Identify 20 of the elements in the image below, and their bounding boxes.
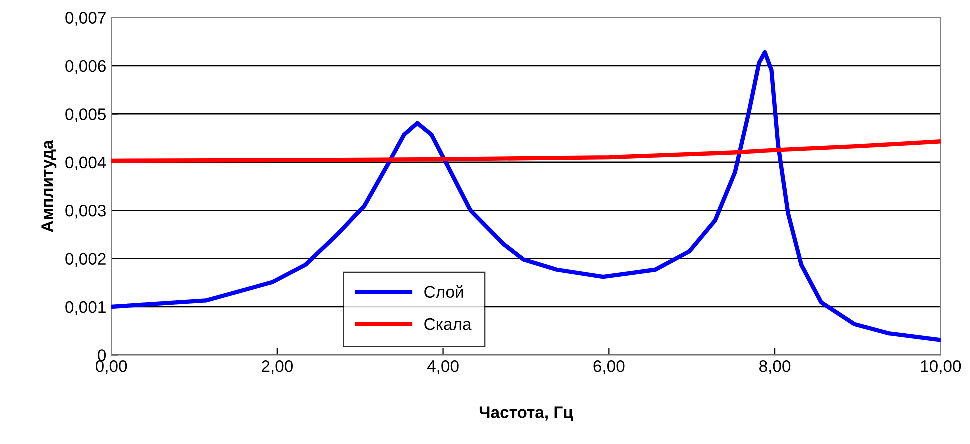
- legend-label: Скала: [424, 318, 472, 330]
- y-tick-label: 0,005: [66, 108, 106, 122]
- y-tick-label: 0,004: [66, 156, 106, 171]
- y-tick-label: 0,003: [66, 204, 106, 219]
- y-tick-label: 0: [98, 350, 106, 362]
- y-tick-label: 0,001: [66, 301, 106, 316]
- y-tick-label: 0,006: [66, 60, 106, 74]
- x-tick-label: 8,00: [760, 360, 791, 374]
- x-tick-label: 0,00: [96, 360, 128, 374]
- y-tick-label: 0,007: [66, 12, 106, 26]
- line-series: [112, 140, 941, 164]
- x-tick-label: 6,00: [594, 360, 625, 374]
- x-tick-label: 10,00: [921, 360, 962, 374]
- x-tick-label: 2,00: [262, 360, 293, 374]
- y-axis-title: Амплитуда: [42, 140, 57, 232]
- line-series: [112, 50, 941, 342]
- x-axis-title: Частота, Гц: [480, 406, 574, 422]
- x-tick-label: 4,00: [427, 360, 459, 374]
- legend-label: Слой: [424, 286, 464, 298]
- y-tick-label: 0,002: [66, 253, 106, 267]
